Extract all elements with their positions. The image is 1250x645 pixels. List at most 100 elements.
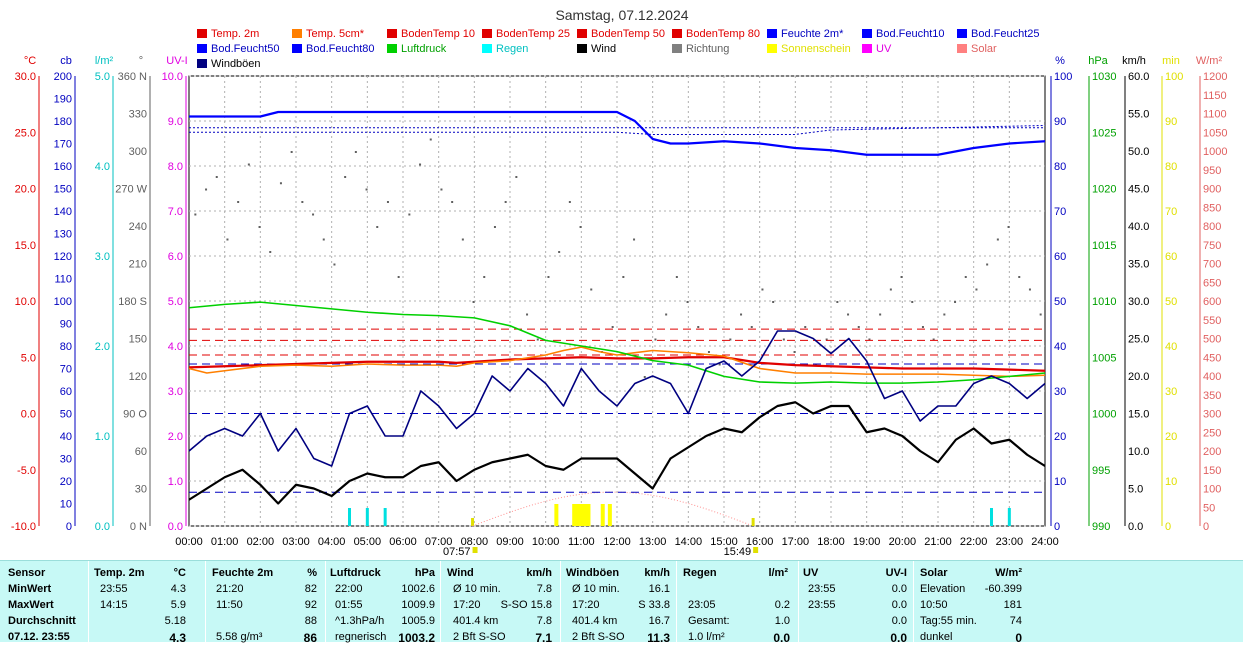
table-separator [676,561,677,642]
legend-swatch [197,59,207,68]
axis-tick-cb: 190 [54,94,72,106]
legend-label: BodenTemp 80 [686,28,760,40]
table-cell: °C [173,567,186,579]
direction-point [750,326,753,328]
table-cell: Wind [447,567,474,579]
axis-tick-cb: 170 [54,139,72,151]
table-cell: 1.0 l/m² [688,631,725,643]
table-cell: 5.18 [164,615,186,627]
axis-tick-uvi: 2.0 [168,431,183,443]
direction-point [536,338,539,341]
direction-point [793,351,796,353]
table-cell: 07.12. 23:55 [8,631,70,643]
axis-tick-cb: 50 [60,409,72,421]
x-tick-label: 19:00 [853,536,881,548]
table-cell: 4.3 [170,583,186,595]
table-cell: S 33.8 [638,599,670,611]
axis-tick-press: 990 [1092,521,1110,533]
legend-label: Temp. 2m [211,28,259,40]
axis-tick-sun: 80 [1165,161,1177,173]
table-cell: 17:20 [453,599,481,611]
table-cell: Elevation [920,583,966,595]
table-cell: 2 Bft S-SO [572,631,625,643]
rain-bar [990,508,993,526]
legend-label: Bod.Feucht80 [306,43,375,55]
direction-point [911,301,914,303]
legend-label: BodenTemp 25 [496,28,570,40]
direction-point [868,338,871,341]
table-cell: Regen [683,567,717,579]
axis-tick-temp: 25.0 [15,127,36,139]
direction-point [697,326,700,328]
direction-point [322,238,325,241]
direction-point [205,188,208,191]
x-tick-label: 07:00 [425,536,453,548]
table-cell: 401.4 km [572,615,618,627]
table-separator [798,561,799,642]
axis-tick-uvi: 0.0 [168,521,183,533]
table-cell: hPa [414,567,435,579]
legend-label: Bod.Feucht50 [211,43,280,55]
axis-tick-sun: 0 [1165,521,1171,533]
axis-tick-wind: 60.0 [1128,71,1149,83]
axis-tick-hum: 40 [1054,341,1066,353]
legend-swatch [672,29,682,38]
legend-swatch [957,44,967,53]
legend-swatch [197,44,207,53]
axis-tick-solar: 150 [1203,465,1221,477]
axis-tick-hum: 0 [1054,521,1060,533]
direction-point [943,313,946,316]
axis-tick-uvi: 4.0 [168,341,183,353]
axis-tick-solar: 800 [1203,221,1221,233]
axis-tick-rain: 0.0 [95,521,110,533]
axis-tick-press: 1025 [1092,127,1116,139]
direction-point [547,276,550,278]
direction-point [558,251,561,253]
direction-point [568,201,571,203]
axis-tick-dir: 300 [129,146,147,158]
legend-swatch [577,44,587,53]
axis-tick-hum: 20 [1054,431,1066,443]
legend-swatch [482,44,492,53]
table-cell: 86 [303,631,317,645]
axis-tick-sun: 60 [1165,251,1177,263]
table-cell: 5.58 g/m³ [216,631,263,643]
direction-point [312,213,315,216]
direction-point [879,313,882,316]
axis-tick-wind: 40.0 [1128,221,1149,233]
direction-point [857,326,860,328]
direction-point [996,238,999,241]
direction-point [900,276,903,278]
axis-unit-solar: W/m² [1196,55,1223,67]
x-tick-label: 21:00 [924,536,952,548]
axis-tick-cb: 200 [54,71,72,83]
table-cell: 1005.9 [401,615,435,627]
table-cell: MinWert [8,583,52,595]
table-cell: dunkel [920,631,953,643]
direction-point [429,138,432,141]
axis-tick-dir: 90 O [123,409,147,421]
direction-point [836,301,839,303]
rain-bar [1007,508,1011,526]
axis-tick-wind: 55.0 [1128,109,1149,121]
table-cell: 92 [304,599,317,611]
table-cell: 16.7 [648,615,670,627]
table-cell: km/h [526,567,552,579]
axis-unit-cb: cb [60,55,72,67]
table-cell: 0.0 [891,583,907,595]
direction-point [1028,288,1031,291]
axis-tick-solar: 450 [1203,352,1221,364]
axis-tick-rain: 5.0 [95,71,110,83]
axis-tick-cb: 110 [54,274,72,286]
direction-point [408,213,411,216]
axis-tick-press: 1030 [1092,71,1116,83]
axis-tick-dir: 210 [129,259,147,271]
x-tick-label: 16:00 [746,536,774,548]
axis-unit-temp: °C [24,55,36,67]
direction-point [440,188,443,191]
axis-tick-wind: 15.0 [1128,409,1149,421]
chart-title: Samstag, 07.12.2024 [555,7,688,23]
direction-point [237,201,240,203]
direction-point [194,213,197,216]
direction-point [526,313,529,316]
